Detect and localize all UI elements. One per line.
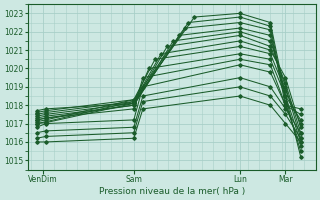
X-axis label: Pression niveau de la mer( hPa ): Pression niveau de la mer( hPa ) xyxy=(99,187,245,196)
